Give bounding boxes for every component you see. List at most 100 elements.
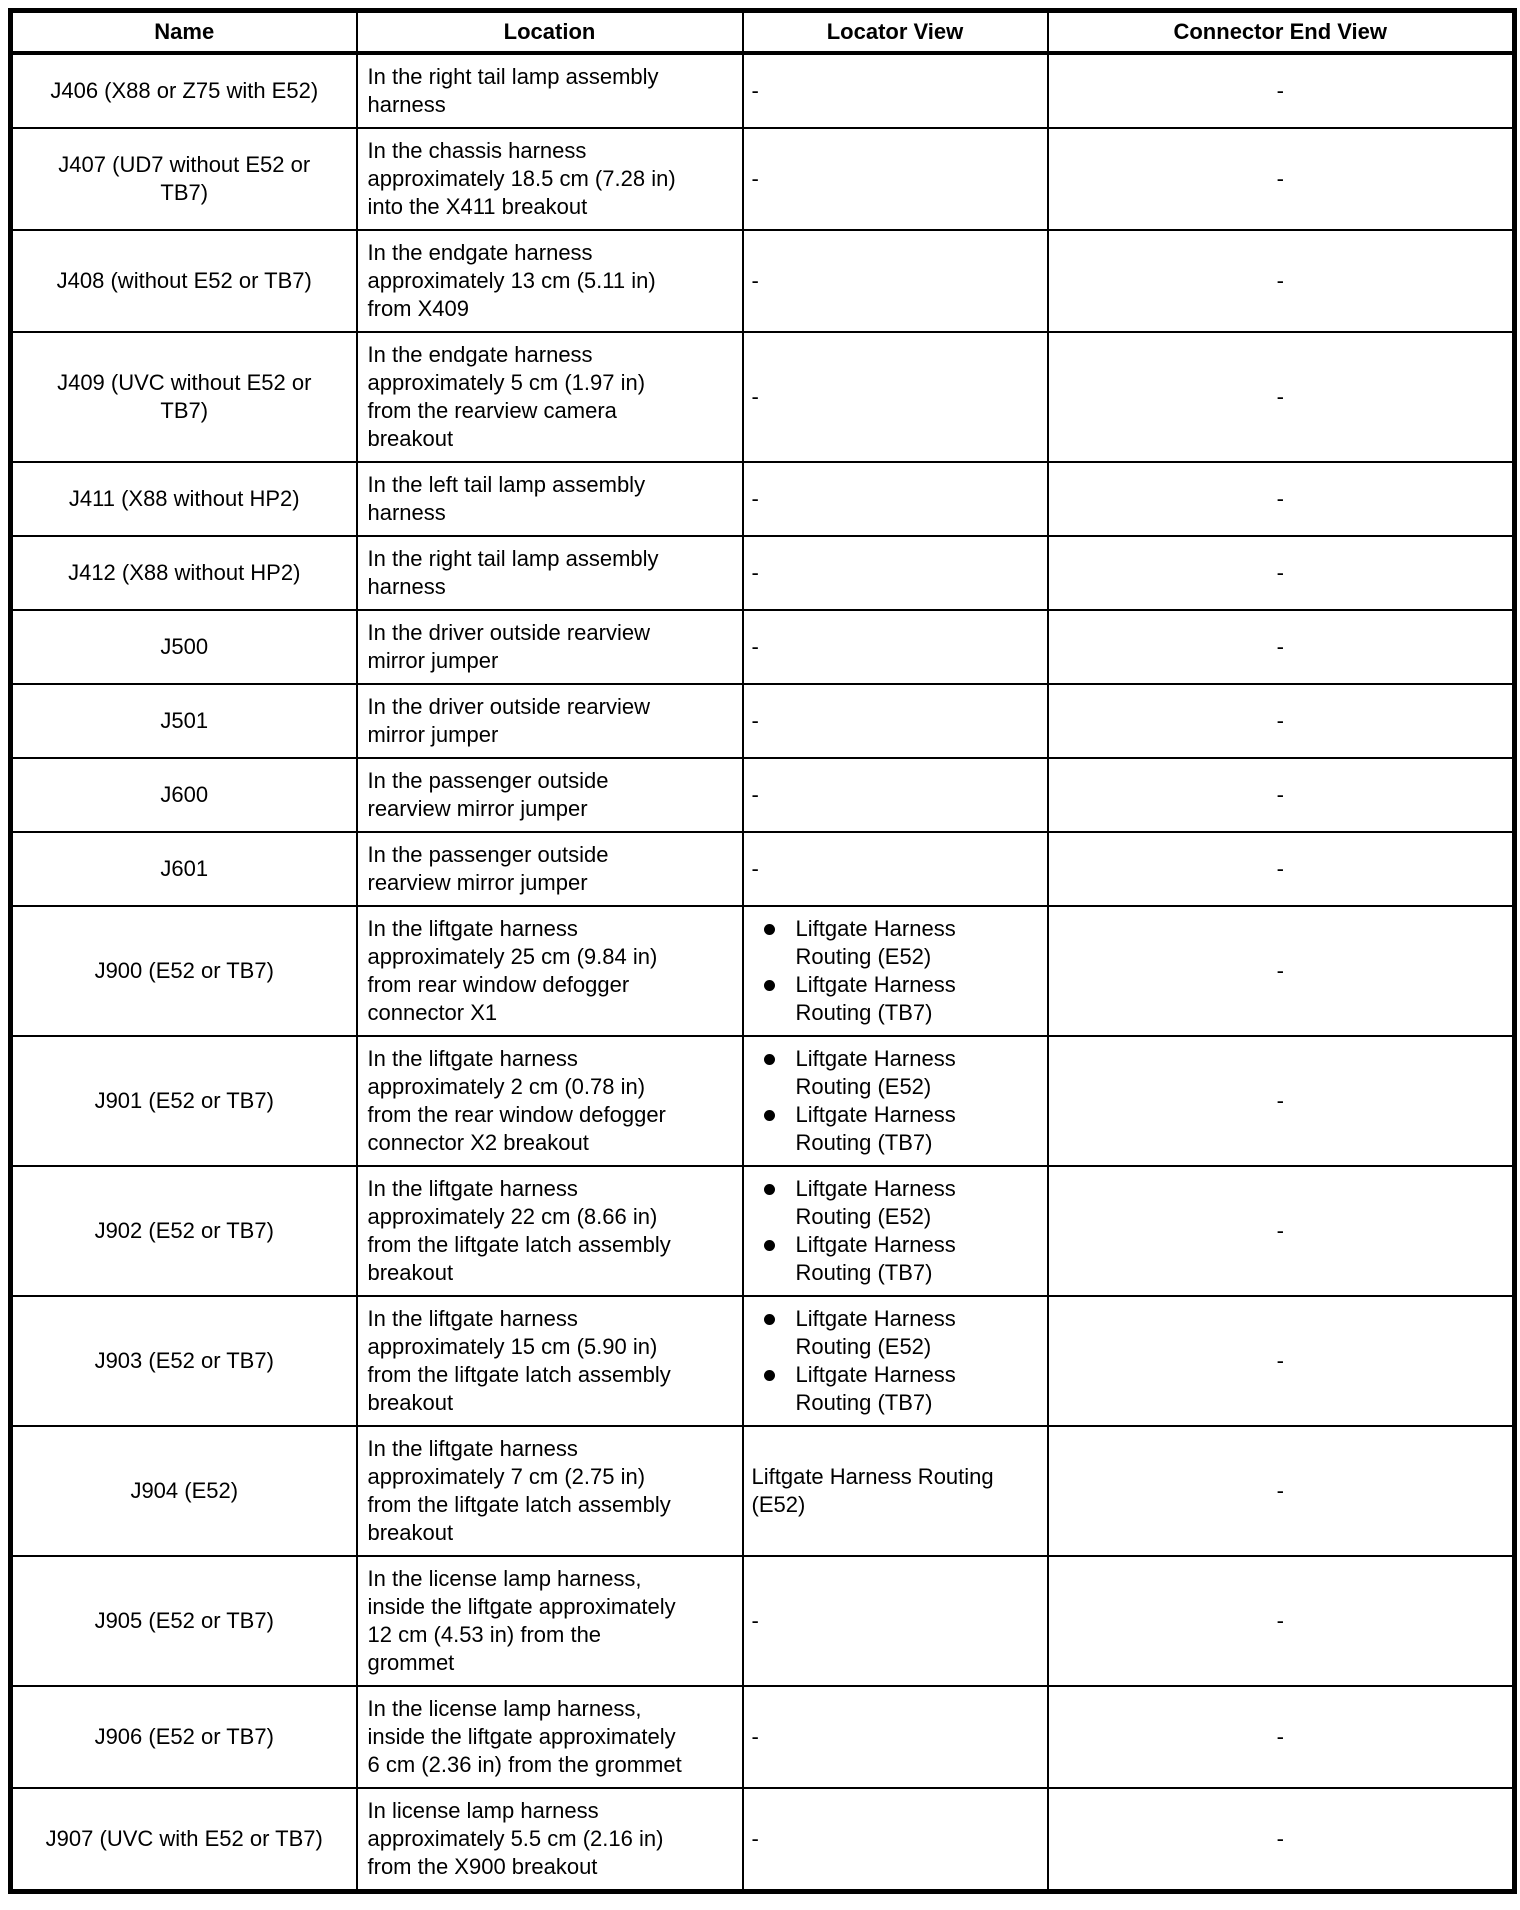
table-body: J406 (X88 or Z75 with E52) In the right t… bbox=[9, 52, 1516, 1893]
column-header-locator-view: Locator View bbox=[741, 9, 1049, 55]
location-cell: In the liftgate harness approximately 7 … bbox=[355, 1425, 744, 1557]
table-row: J907 (UVC with E52 or TB7) In license lam… bbox=[9, 1787, 1516, 1893]
locator-view-list: Liftgate Harness Routing (E52) Liftgate H… bbox=[752, 1045, 1041, 1157]
locator-view-cell: - bbox=[741, 757, 1049, 833]
location-cell: In the endgate harness approximately 5 c… bbox=[355, 331, 744, 463]
locator-view-cell: - bbox=[741, 1787, 1049, 1893]
locator-view-dash: - bbox=[751, 634, 759, 659]
table-row: J900 (E52 or TB7) In the liftgate harness… bbox=[9, 905, 1516, 1037]
name-cell: J906 (E52 or TB7) bbox=[9, 1685, 358, 1789]
table-row: J500 In the driver outside rearview mirro… bbox=[9, 609, 1516, 685]
table-row: J501 In the driver outside rearview mirro… bbox=[9, 683, 1516, 759]
locator-view-dash: - bbox=[751, 78, 759, 103]
locator-view-item: Liftgate Harness Routing (TB7) bbox=[762, 1231, 1041, 1287]
connector-end-view-cell: - bbox=[1046, 461, 1516, 537]
locator-view-cell: - bbox=[741, 52, 1049, 129]
locator-view-dash: - bbox=[751, 1608, 759, 1633]
connector-end-view-cell: - bbox=[1046, 52, 1516, 129]
table-header: Name Location Locator View Connector End… bbox=[9, 9, 1516, 55]
table-row: J600 In the passenger outside rearview mi… bbox=[9, 757, 1516, 833]
location-cell: In the chassis harness approximately 18.… bbox=[355, 127, 744, 231]
connector-end-view-cell: - bbox=[1046, 127, 1516, 231]
table-row: J406 (X88 or Z75 with E52) In the right t… bbox=[9, 52, 1516, 129]
connector-end-view-cell: - bbox=[1046, 1425, 1516, 1557]
locator-view-item: Liftgate Harness Routing (E52) bbox=[762, 915, 1041, 971]
name-cell: J409 (UVC without E52 or TB7) bbox=[9, 331, 358, 463]
connector-end-view-cell: - bbox=[1046, 831, 1516, 907]
table-row: J411 (X88 without HP2) In the left tail l… bbox=[9, 461, 1516, 537]
name-cell: J904 (E52) bbox=[9, 1425, 358, 1557]
locator-view-cell: Liftgate Harness Routing (E52) Liftgate H… bbox=[741, 905, 1049, 1037]
locator-view-list: Liftgate Harness Routing (E52) Liftgate H… bbox=[752, 915, 1041, 1027]
name-cell: J406 (X88 or Z75 with E52) bbox=[9, 52, 358, 129]
locator-view-item: Liftgate Harness Routing (E52) bbox=[762, 1305, 1041, 1361]
connector-end-view-cell: - bbox=[1046, 1685, 1516, 1789]
locator-view-cell: - bbox=[741, 683, 1049, 759]
locator-view-item: Liftgate Harness Routing (TB7) bbox=[762, 1361, 1041, 1417]
location-cell: In the driver outside rearview mirror ju… bbox=[355, 609, 744, 685]
name-cell: J500 bbox=[9, 609, 358, 685]
connector-end-view-cell: - bbox=[1046, 1555, 1516, 1687]
locator-view-cell: - bbox=[741, 461, 1049, 537]
name-cell: J407 (UD7 without E52 or TB7) bbox=[9, 127, 358, 231]
locator-view-cell: - bbox=[741, 535, 1049, 611]
locator-view-list: Liftgate Harness Routing (E52) Liftgate H… bbox=[752, 1305, 1041, 1417]
location-cell: In the right tail lamp assembly harness bbox=[355, 535, 744, 611]
connector-end-view-cell: - bbox=[1046, 1787, 1516, 1893]
locator-view-item: Liftgate Harness Routing (TB7) bbox=[762, 971, 1041, 1027]
connector-table: Name Location Locator View Connector End… bbox=[8, 8, 1517, 1894]
name-cell: J905 (E52 or TB7) bbox=[9, 1555, 358, 1687]
locator-view-text: Liftgate Harness Routing (E52) bbox=[751, 1464, 994, 1517]
locator-view-item: Liftgate Harness Routing (TB7) bbox=[762, 1101, 1041, 1157]
connector-end-view-cell: - bbox=[1046, 1295, 1516, 1427]
location-cell: In the passenger outside rearview mirror… bbox=[355, 757, 744, 833]
locator-view-cell: Liftgate Harness Routing (E52) Liftgate H… bbox=[741, 1165, 1049, 1297]
location-cell: In the liftgate harness approximately 2 … bbox=[355, 1035, 744, 1167]
table-row: J903 (E52 or TB7) In the liftgate harness… bbox=[9, 1295, 1516, 1427]
table-row: J408 (without E52 or TB7) In the endgate … bbox=[9, 229, 1516, 333]
locator-view-cell: Liftgate Harness Routing (E52) bbox=[741, 1425, 1049, 1557]
header-row: Name Location Locator View Connector End… bbox=[9, 9, 1516, 55]
locator-view-dash: - bbox=[751, 782, 759, 807]
name-cell: J412 (X88 without HP2) bbox=[9, 535, 358, 611]
locator-view-dash: - bbox=[751, 1826, 759, 1851]
column-header-connector-end-view: Connector End View bbox=[1046, 9, 1516, 55]
locator-view-cell: - bbox=[741, 609, 1049, 685]
table-row: J902 (E52 or TB7) In the liftgate harness… bbox=[9, 1165, 1516, 1297]
connector-end-view-cell: - bbox=[1046, 683, 1516, 759]
location-cell: In the passenger outside rearview mirror… bbox=[355, 831, 744, 907]
table-row: J904 (E52) In the liftgate harness approx… bbox=[9, 1425, 1516, 1557]
locator-view-cell: - bbox=[741, 1555, 1049, 1687]
location-cell: In the liftgate harness approximately 15… bbox=[355, 1295, 744, 1427]
table-row: J409 (UVC without E52 or TB7) In the endg… bbox=[9, 331, 1516, 463]
locator-view-item: Liftgate Harness Routing (E52) bbox=[762, 1045, 1041, 1101]
locator-view-dash: - bbox=[751, 384, 759, 409]
connector-end-view-cell: - bbox=[1046, 1035, 1516, 1167]
name-cell: J907 (UVC with E52 or TB7) bbox=[9, 1787, 358, 1893]
location-cell: In license lamp harness approximately 5.… bbox=[355, 1787, 744, 1893]
name-cell: J901 (E52 or TB7) bbox=[9, 1035, 358, 1167]
location-cell: In the driver outside rearview mirror ju… bbox=[355, 683, 744, 759]
locator-view-dash: - bbox=[751, 708, 759, 733]
table-row: J905 (E52 or TB7) In the license lamp har… bbox=[9, 1555, 1516, 1687]
locator-view-dash: - bbox=[751, 268, 759, 293]
locator-view-cell: Liftgate Harness Routing (E52) Liftgate H… bbox=[741, 1295, 1049, 1427]
table-row: J412 (X88 without HP2) In the right tail … bbox=[9, 535, 1516, 611]
name-cell: J411 (X88 without HP2) bbox=[9, 461, 358, 537]
locator-view-cell: Liftgate Harness Routing (E52) Liftgate H… bbox=[741, 1035, 1049, 1167]
locator-view-cell: - bbox=[741, 127, 1049, 231]
connector-end-view-cell: - bbox=[1046, 535, 1516, 611]
table-row: J601 In the passenger outside rearview mi… bbox=[9, 831, 1516, 907]
name-cell: J501 bbox=[9, 683, 358, 759]
locator-view-item: Liftgate Harness Routing (E52) bbox=[762, 1175, 1041, 1231]
connector-end-view-cell: - bbox=[1046, 757, 1516, 833]
column-header-name: Name bbox=[9, 9, 358, 55]
location-cell: In the right tail lamp assembly harness bbox=[355, 52, 744, 129]
name-cell: J903 (E52 or TB7) bbox=[9, 1295, 358, 1427]
name-cell: J902 (E52 or TB7) bbox=[9, 1165, 358, 1297]
name-cell: J408 (without E52 or TB7) bbox=[9, 229, 358, 333]
location-cell: In the endgate harness approximately 13 … bbox=[355, 229, 744, 333]
locator-view-dash: - bbox=[751, 560, 759, 585]
location-cell: In the liftgate harness approximately 25… bbox=[355, 905, 744, 1037]
